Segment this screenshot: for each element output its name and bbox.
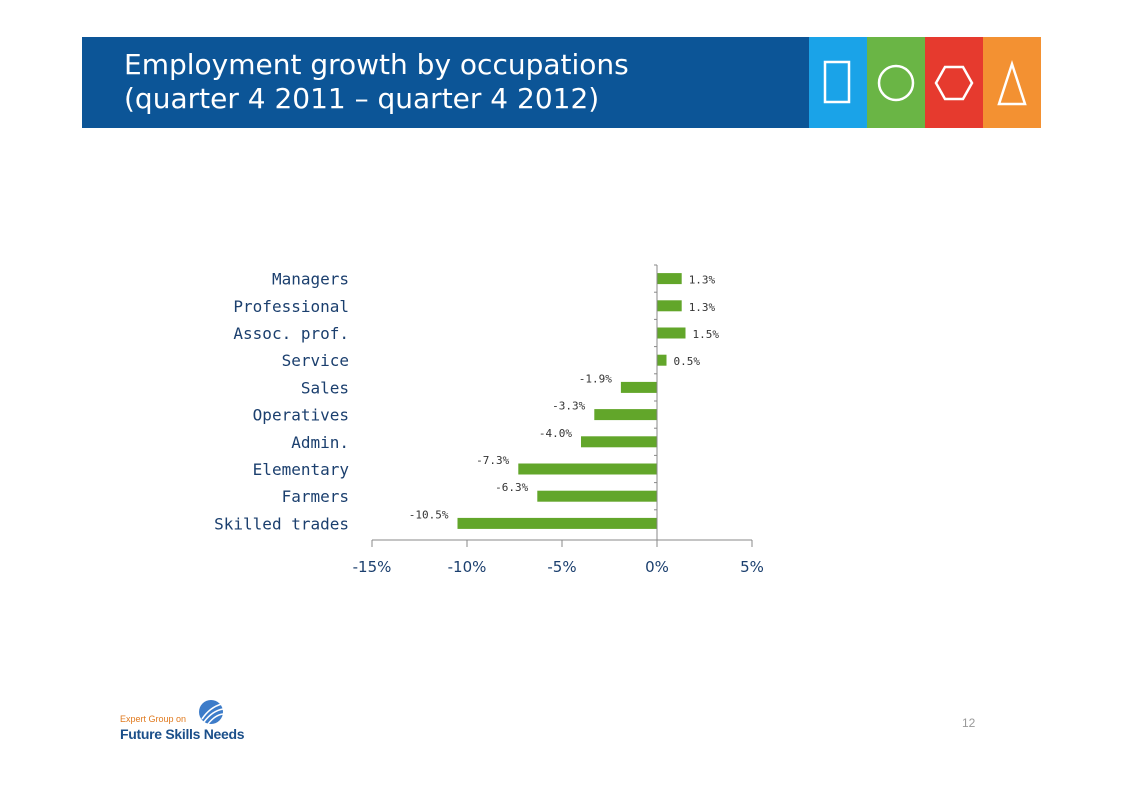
page-number: 12: [962, 716, 976, 730]
category-label-1: Professional: [233, 297, 349, 316]
bar-7: [518, 463, 657, 475]
data-label-1: 1.3%: [689, 301, 716, 314]
logo-text-line-2: Future Skills Needs: [120, 726, 245, 742]
tile-triangle: [983, 37, 1041, 128]
bar-0: [657, 273, 682, 285]
triangle-icon: [997, 59, 1027, 106]
bar-2: [657, 327, 686, 339]
x-tick-label-3: 0%: [645, 558, 669, 576]
category-label-2: Assoc. prof.: [233, 324, 349, 343]
title-banner: [82, 37, 809, 128]
bar-9: [457, 517, 657, 529]
category-label-6: Admin.: [291, 433, 349, 452]
data-label-6: -4.0%: [539, 427, 572, 440]
page-title: Employment growth by occupations (quarte…: [124, 48, 629, 116]
logo: Expert Group on Future Skills Needs: [120, 700, 250, 750]
x-tick-label-4: 5%: [740, 558, 764, 576]
bar-8: [537, 490, 657, 502]
hexagon-icon: [934, 65, 974, 101]
data-label-0: 1.3%: [689, 274, 716, 287]
tile-circle: [867, 37, 925, 128]
data-label-2: 1.5%: [693, 328, 720, 341]
square-icon: [823, 60, 851, 104]
x-tick-label-1: -10%: [448, 558, 487, 576]
data-label-3: 0.5%: [674, 355, 701, 368]
labels-layer: Managers 1.3% Professional 1.3% Assoc. prof.…: [214, 270, 719, 534]
bar-5: [594, 409, 657, 421]
category-label-0: Managers: [272, 270, 349, 289]
data-label-8: -6.3%: [495, 481, 528, 494]
category-label-3: Service: [282, 351, 349, 370]
bar-6: [581, 436, 657, 448]
category-label-8: Farmers: [282, 487, 349, 506]
data-label-4: -1.9%: [579, 372, 612, 385]
category-label-4: Sales: [301, 378, 349, 397]
bar-1: [657, 300, 682, 312]
axis-layer: -15% -10% -5% 0% 5%: [353, 264, 764, 576]
logo-text-line-1: Expert Group on: [120, 714, 187, 724]
bar-4: [620, 381, 657, 393]
data-label-7: -7.3%: [476, 454, 509, 467]
data-label-9: -10.5%: [409, 508, 449, 521]
title-line-2: (quarter 4 2011 – quarter 4 2012): [124, 82, 600, 115]
x-tick-label-0: -15%: [353, 558, 392, 576]
bars-layer: [457, 273, 686, 529]
title-line-1: Employment growth by occupations: [124, 48, 629, 81]
category-label-7: Elementary: [253, 460, 350, 479]
tile-square: [809, 37, 867, 128]
tile-hexagon: [925, 37, 983, 128]
logo-globe-icon: [199, 700, 224, 725]
data-label-5: -3.3%: [552, 400, 585, 413]
x-tick-label-2: -5%: [547, 558, 576, 576]
circle-icon: [877, 64, 915, 102]
bar-3: [657, 354, 667, 366]
category-label-5: Operatives: [253, 406, 349, 425]
category-label-9: Skilled trades: [214, 514, 349, 533]
